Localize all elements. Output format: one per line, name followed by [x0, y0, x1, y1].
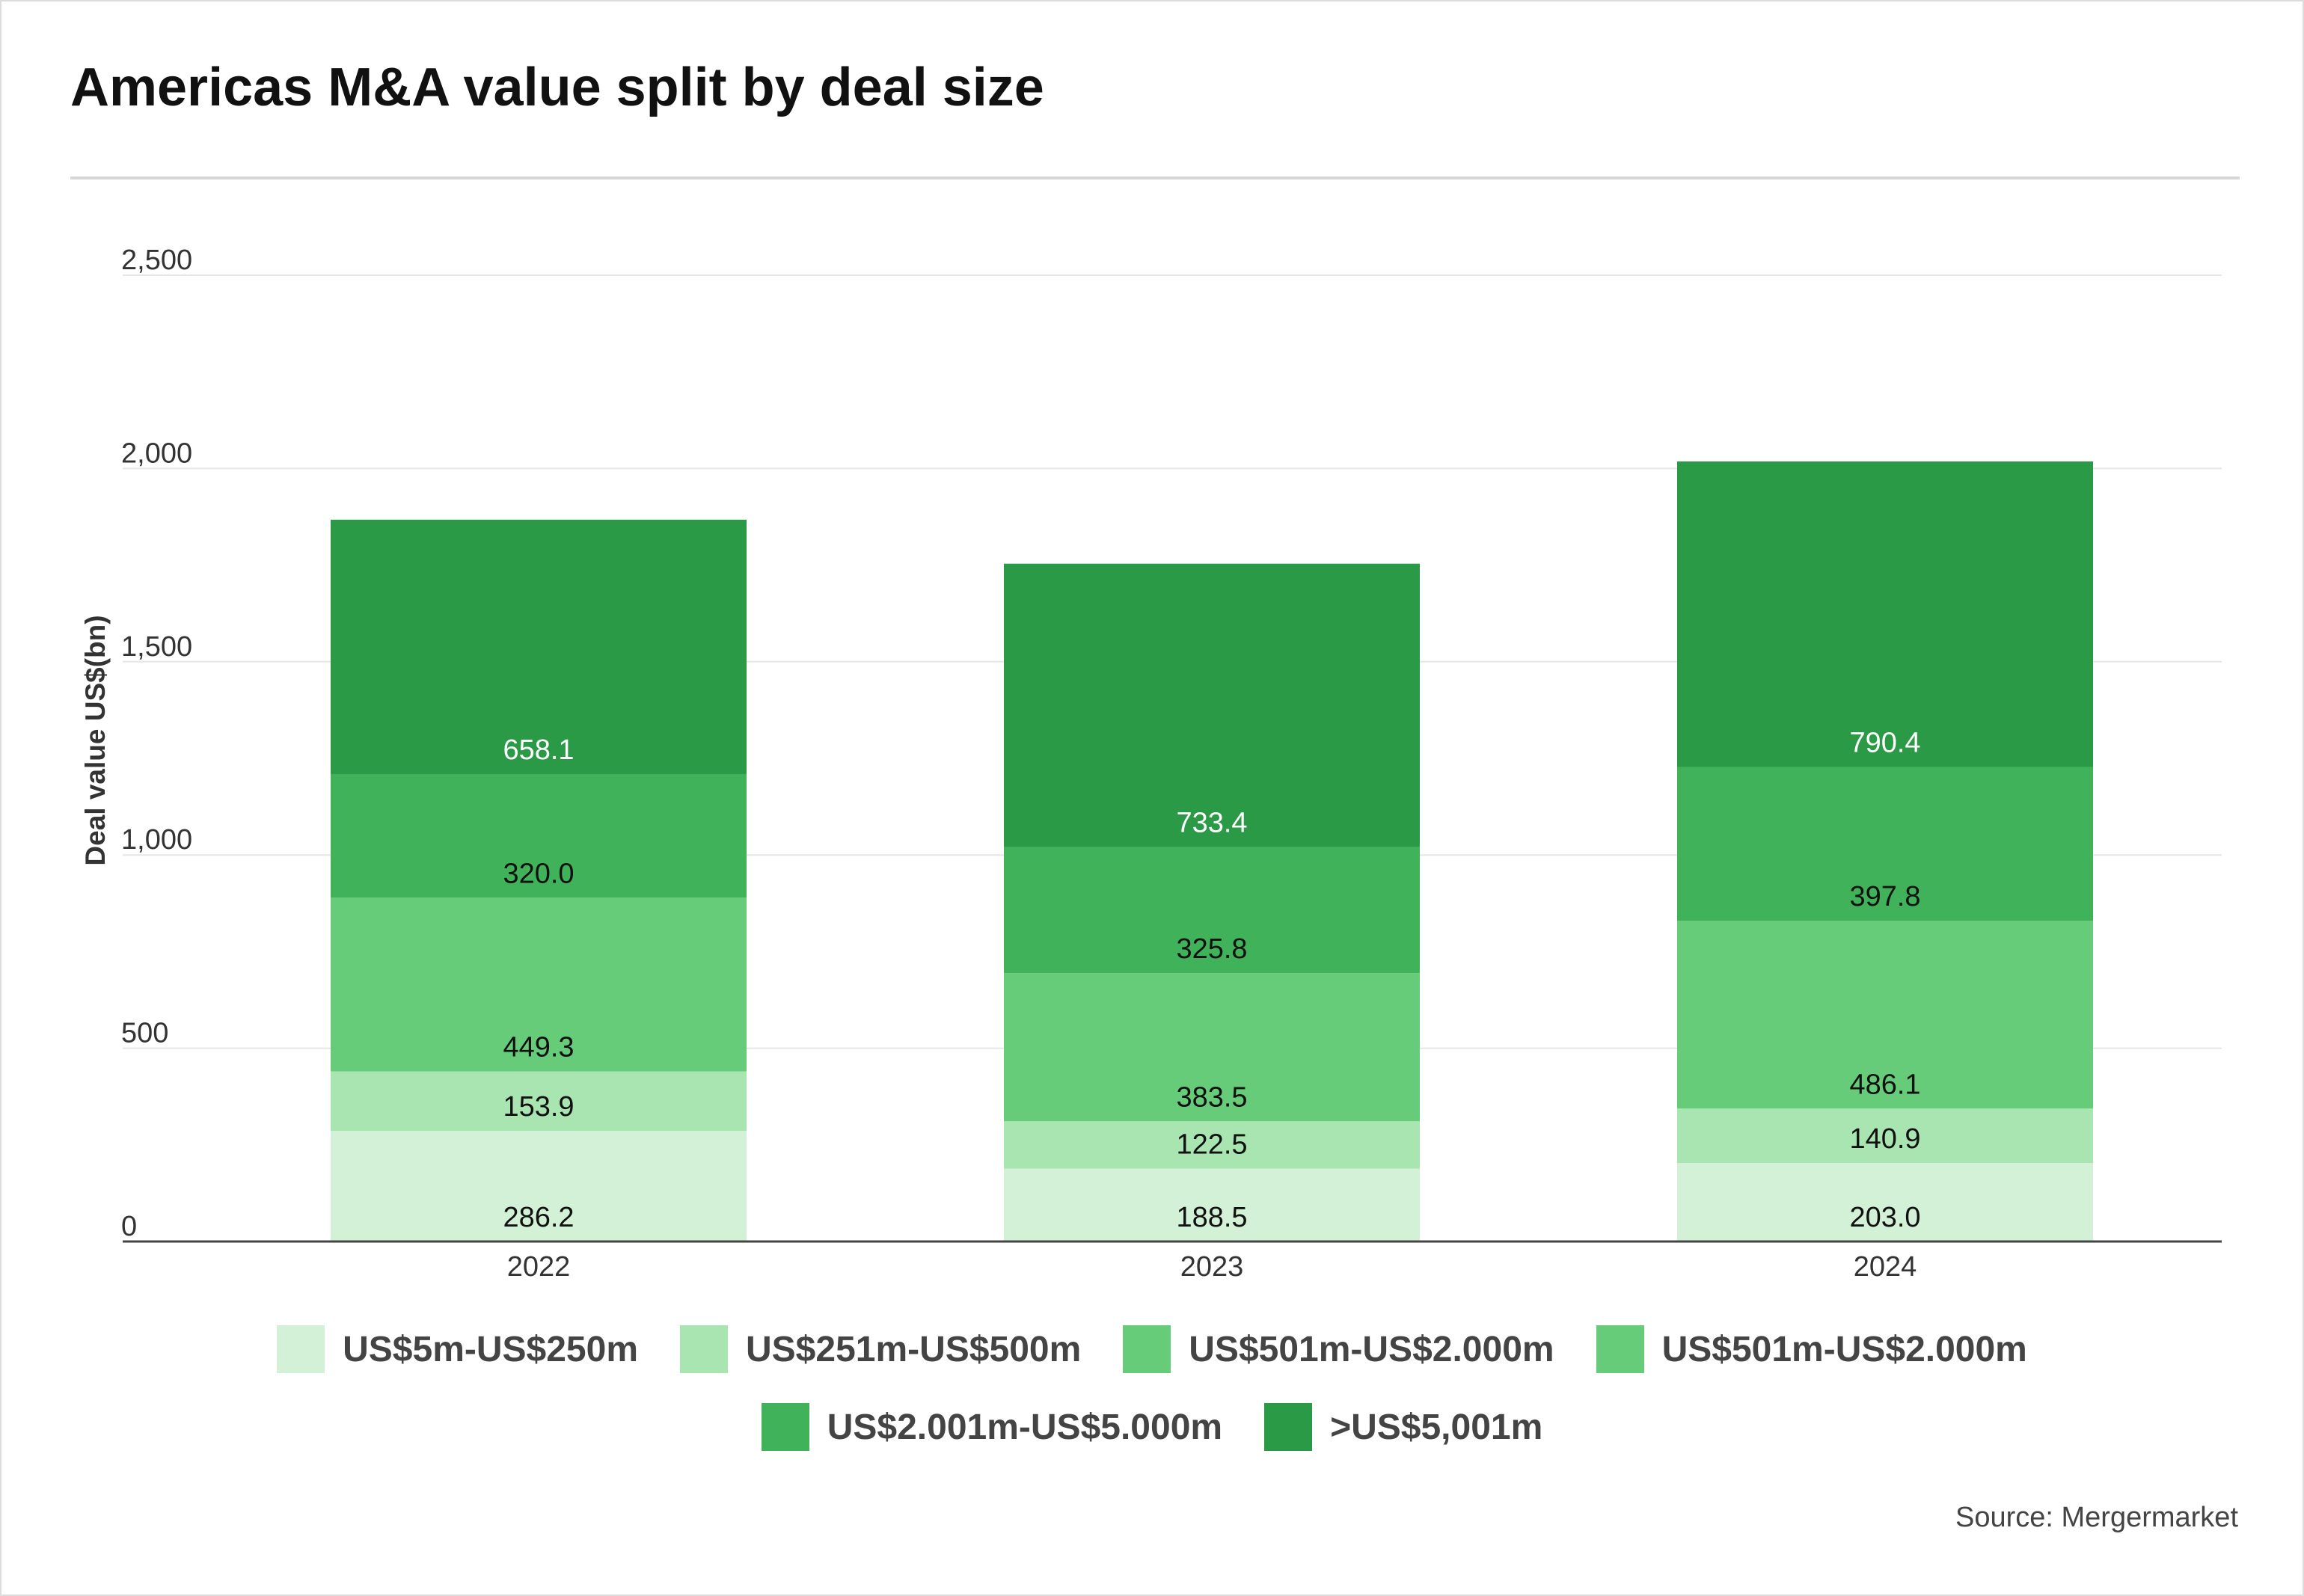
legend-label: US$2.001m-US$5.000m [827, 1407, 1223, 1447]
bar-value-label: 658.1 [503, 734, 574, 766]
bar-segment [1677, 1108, 2093, 1164]
x-axis-ticks: 2022 2023 2024 [507, 1251, 1917, 1283]
bar-value-label: 203.0 [1849, 1202, 1920, 1233]
y-axis-label: Deal value US$(bn) [80, 615, 111, 865]
bar-value-label: 153.9 [503, 1091, 574, 1123]
y-tick-label: 500 [121, 1018, 168, 1049]
source-note: Source: Mergermarket [1955, 1502, 2238, 1533]
legend-item: US$501m-US$2.000m [1596, 1325, 2027, 1373]
legend-label: US$501m-US$2.000m [1661, 1329, 2027, 1369]
bar-segment [1004, 1168, 1420, 1241]
legend-swatch [761, 1403, 809, 1451]
bar-value-label: 140.9 [1849, 1123, 1920, 1155]
bar-value-label: 449.3 [503, 1032, 574, 1064]
bar-segment [331, 1131, 747, 1241]
y-tick-label: 1,500 [121, 631, 192, 663]
bar-value-label: 733.4 [1176, 808, 1247, 839]
legend-swatch [1596, 1325, 1644, 1373]
bar-segment [1677, 767, 2093, 921]
y-tick-label: 2,000 [121, 438, 192, 469]
legend-row: US$5m-US$250m US$251m-US$500m US$501m-US$2… [0, 1325, 2304, 1373]
legend-label: >US$5,001m [1330, 1407, 1543, 1447]
legend-swatch [1123, 1325, 1171, 1373]
legend-swatch [680, 1325, 728, 1373]
bar-segment [1004, 563, 1420, 847]
legend-swatch [1264, 1403, 1313, 1451]
legend-item: US$5m-US$250m [277, 1325, 638, 1373]
legend-label: US$251m-US$500m [746, 1329, 1082, 1369]
bar-value-label: 383.5 [1176, 1081, 1247, 1113]
bar-segment [1004, 847, 1420, 974]
legend-item: >US$5,001m [1264, 1403, 1542, 1451]
bar-value-labels: 286.2 153.9 449.3 320.0 658.1 188.5 122.5 383.5… [503, 727, 1920, 1233]
y-tick-label: 2,500 [121, 245, 192, 276]
bar-segment [1004, 973, 1420, 1122]
bar-value-label: 188.5 [1176, 1202, 1247, 1233]
title-divider [70, 177, 2240, 179]
chart-title: Americas M&A value split by deal size [70, 58, 1044, 117]
bar-segment [1677, 921, 2093, 1109]
legend-item: US$501m-US$2.000m [1123, 1325, 1554, 1373]
bar-value-label: 325.8 [1176, 933, 1247, 965]
bars [331, 461, 2093, 1241]
bar-segment [1677, 461, 2093, 767]
legend-swatch [277, 1325, 325, 1373]
bar-value-label: 286.2 [503, 1202, 574, 1233]
bar-value-label: 397.8 [1849, 881, 1920, 912]
x-tick-label: 2022 [507, 1251, 571, 1283]
y-tick-label: 1,000 [121, 824, 192, 856]
bar-value-label: 320.0 [503, 858, 574, 889]
legend-label: US$501m-US$2.000m [1189, 1329, 1554, 1369]
bar-value-label: 486.1 [1849, 1069, 1920, 1100]
bar-value-label: 790.4 [1849, 727, 1920, 758]
bar-segment [331, 897, 747, 1072]
legend-row: US$2.001m-US$5.000m >US$5,001m [0, 1403, 2304, 1451]
bar-segment [331, 1071, 747, 1132]
bar-value-label: 122.5 [1176, 1129, 1247, 1161]
bar-segment [331, 519, 747, 774]
y-tick-label: 0 [121, 1211, 137, 1242]
bar-segment [1677, 1163, 2093, 1241]
legend-item: US$2.001m-US$5.000m [761, 1403, 1223, 1451]
x-tick-label: 2024 [1854, 1251, 1917, 1283]
x-tick-label: 2023 [1180, 1251, 1244, 1283]
legend-item: US$251m-US$500m [680, 1325, 1081, 1373]
bar-segment [331, 773, 747, 898]
legend-label: US$5m-US$250m [343, 1329, 638, 1369]
bar-segment [1004, 1121, 1420, 1169]
y-axis-ticks: 0 500 1,000 1,500 2,000 2,500 [121, 245, 192, 1242]
